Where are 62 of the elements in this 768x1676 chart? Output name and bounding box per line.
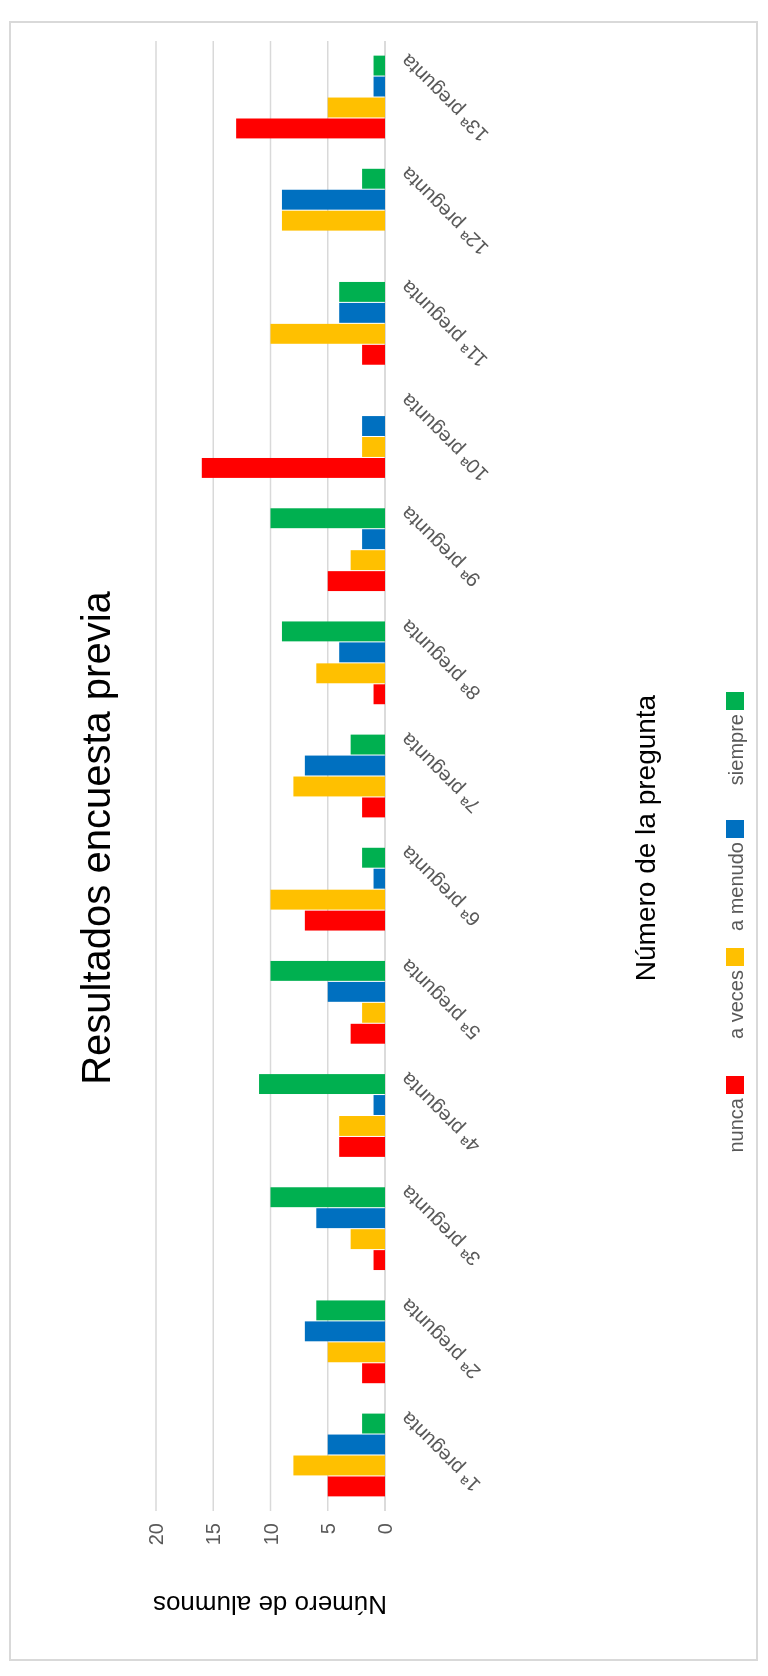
legend-label: siempre bbox=[725, 714, 747, 786]
bar bbox=[362, 1002, 385, 1023]
bar bbox=[339, 302, 385, 323]
bar bbox=[304, 910, 385, 931]
bar bbox=[270, 889, 385, 910]
bar bbox=[304, 1321, 385, 1342]
bar bbox=[270, 508, 385, 529]
bar bbox=[362, 344, 385, 365]
x-tick-label: 10 bbox=[259, 1523, 282, 1546]
legend-label: nunca bbox=[725, 1097, 747, 1153]
bar bbox=[339, 1116, 385, 1136]
bar bbox=[373, 868, 385, 889]
bar bbox=[327, 1342, 385, 1363]
bar bbox=[373, 55, 385, 76]
bar bbox=[281, 189, 385, 210]
bar bbox=[304, 755, 385, 776]
bar bbox=[316, 1300, 385, 1321]
legend-label: a menudo bbox=[725, 842, 747, 931]
bar bbox=[281, 210, 385, 231]
bar bbox=[259, 1074, 385, 1095]
bar bbox=[327, 1476, 385, 1497]
bar bbox=[339, 1136, 385, 1157]
x-tick-label: 0 bbox=[374, 1523, 396, 1535]
x-tick-label: 15 bbox=[202, 1523, 225, 1546]
bar bbox=[316, 1208, 385, 1229]
x-axis-title: Número de alumnos bbox=[152, 1590, 388, 1620]
bar bbox=[373, 1095, 385, 1115]
bar bbox=[362, 437, 385, 457]
x-tick-label: 20 bbox=[145, 1523, 167, 1546]
bar bbox=[201, 457, 385, 478]
bar bbox=[270, 960, 385, 981]
bar bbox=[350, 734, 385, 755]
legend-label: a veces bbox=[725, 970, 747, 1039]
bar bbox=[362, 797, 385, 818]
bar bbox=[281, 621, 385, 642]
bar bbox=[350, 1229, 385, 1250]
bar bbox=[362, 1363, 385, 1384]
bar bbox=[327, 1434, 385, 1455]
text: Resultados encuesta previa bbox=[74, 590, 118, 1085]
bar bbox=[236, 118, 385, 139]
bar bbox=[362, 416, 385, 436]
bar bbox=[327, 97, 385, 118]
bar bbox=[316, 663, 385, 684]
bar bbox=[339, 281, 385, 302]
bar bbox=[362, 1413, 385, 1434]
bar bbox=[270, 323, 385, 344]
bar bbox=[293, 776, 385, 797]
bar bbox=[362, 529, 385, 550]
bar bbox=[362, 168, 385, 189]
bar bbox=[373, 76, 385, 97]
bar bbox=[339, 642, 385, 663]
x-tick-label: 5 bbox=[316, 1523, 339, 1535]
bar bbox=[373, 1250, 385, 1271]
bar bbox=[373, 684, 385, 705]
bar bbox=[327, 981, 385, 1002]
bar bbox=[350, 550, 385, 571]
bar bbox=[293, 1455, 385, 1476]
bar bbox=[270, 1187, 385, 1208]
bar bbox=[350, 1023, 385, 1044]
bar bbox=[362, 847, 385, 868]
y-axis-title: Número de la pregunta bbox=[630, 694, 661, 982]
bar bbox=[327, 571, 385, 592]
